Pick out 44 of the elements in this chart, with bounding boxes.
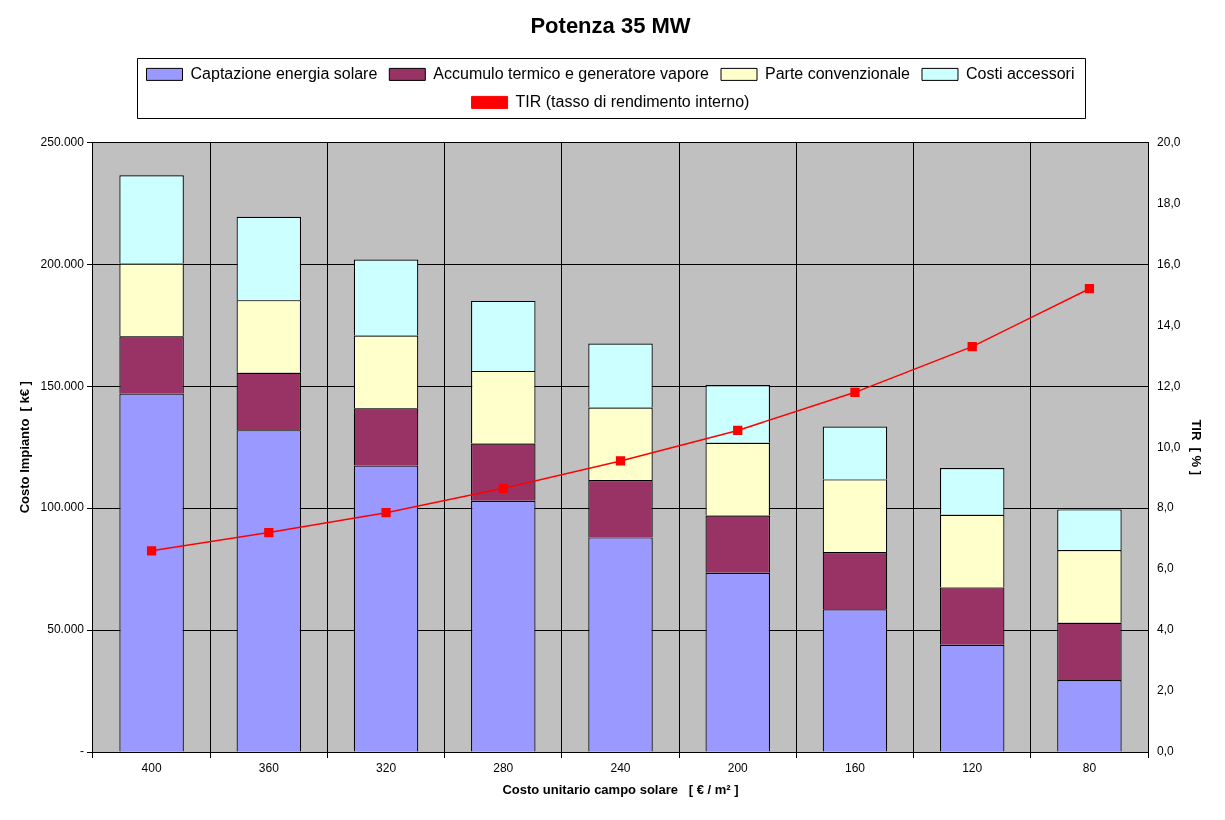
legend-label: Captazione energia solare bbox=[190, 64, 378, 82]
y2-tick-label: 12,0 bbox=[1157, 378, 1181, 393]
x-tick-label: 400 bbox=[141, 760, 162, 775]
y2-tick-label: 2,0 bbox=[1157, 683, 1175, 698]
x-tick-label: 360 bbox=[258, 760, 280, 775]
y2-tick-label: 0,0 bbox=[1157, 744, 1175, 759]
x-tick-label: 320 bbox=[376, 760, 397, 775]
y2-tick-label: 18,0 bbox=[1157, 195, 1181, 210]
point bbox=[615, 456, 626, 466]
point bbox=[1084, 284, 1095, 294]
y2-tick-label: 10,0 bbox=[1157, 439, 1181, 454]
x-tick-label: 120 bbox=[962, 760, 983, 775]
x-axis-title: Costo unitario campo solare [ € / m² ] bbox=[502, 781, 739, 797]
x-tick-label: 160 bbox=[844, 760, 866, 775]
y2-tick-label: 4,0 bbox=[1157, 622, 1175, 637]
legend-label: TIR (tasso di rendimento interno) bbox=[515, 92, 750, 110]
point bbox=[264, 527, 274, 538]
x-tick-label: 80 bbox=[1082, 760, 1097, 775]
y-tick-label: 100.000 bbox=[40, 500, 85, 515]
y2-tick-label: 20,0 bbox=[1157, 134, 1181, 149]
y2-tick-label: 14,0 bbox=[1157, 317, 1181, 332]
y2-tick-label: 16,0 bbox=[1157, 256, 1181, 271]
y-tick-label: 50.000 bbox=[47, 622, 85, 637]
y-tick-label: - bbox=[79, 744, 84, 759]
chart-title: Potenza 35 MW bbox=[530, 13, 691, 39]
point bbox=[733, 425, 743, 436]
y-tick-label: 150.000 bbox=[40, 378, 85, 393]
point bbox=[146, 546, 157, 556]
y-tick-label: 200.000 bbox=[40, 256, 85, 271]
y2-axis-title: TIR [ % ] bbox=[1188, 419, 1204, 475]
x-tick-label: 200 bbox=[727, 760, 749, 775]
y2-tick-label: 8,0 bbox=[1157, 500, 1175, 515]
point bbox=[498, 483, 508, 493]
y-tick-label: 250.000 bbox=[40, 134, 85, 149]
point bbox=[381, 508, 391, 518]
legend-label: Parte convenzionale bbox=[765, 64, 911, 82]
x-tick-label: 280 bbox=[493, 760, 514, 775]
point bbox=[967, 341, 977, 352]
y2-tick-label: 6,0 bbox=[1157, 561, 1175, 576]
x-tick-label: 240 bbox=[610, 760, 631, 775]
legend-label: Accumulo termico e generatore vapore bbox=[433, 64, 710, 82]
y-axis-title: Costo Impianto [ k€ ] bbox=[17, 381, 33, 514]
point bbox=[850, 387, 860, 397]
legend-label: Costi accessori bbox=[966, 64, 1075, 82]
